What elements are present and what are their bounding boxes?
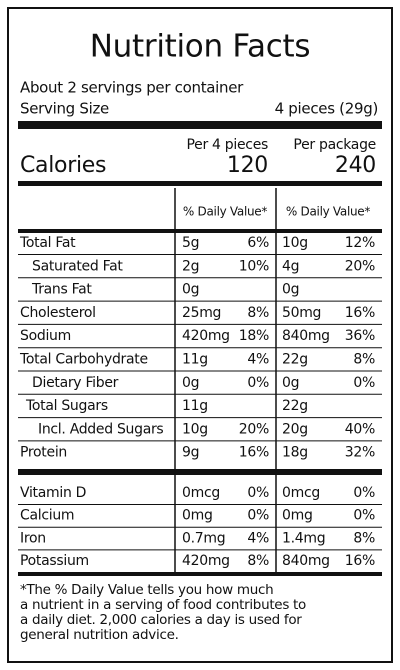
amount: 5g (182, 235, 199, 251)
footnote: *The % Daily Value tells you how much (20, 582, 273, 598)
daily-value: 20% (345, 258, 375, 274)
amount: 0g (182, 282, 199, 298)
nutrient-name: Cholesterol (20, 305, 96, 321)
daily-value: 16% (239, 445, 269, 461)
daily-value: 0% (353, 375, 375, 391)
rule (18, 121, 382, 129)
calories-value: 120 (227, 153, 268, 178)
daily-value: 8% (247, 305, 269, 321)
amount: 11g (182, 352, 208, 368)
column-header: Per package (293, 137, 376, 153)
daily-value: 18% (239, 328, 269, 344)
nutrient-name: Protein (20, 445, 67, 461)
calories-label: Calories (20, 153, 106, 178)
nutrient-name: Iron (20, 530, 46, 546)
amount: 22g (282, 352, 308, 368)
amount: 0g (182, 375, 199, 391)
daily-value: 8% (247, 553, 269, 569)
column-header: Per 4 pieces (186, 137, 268, 153)
amount: 0g (282, 375, 299, 391)
amount: 420mg (182, 328, 230, 344)
daily-value: 0% (247, 375, 269, 391)
footnote: general nutrition advice. (20, 627, 179, 643)
daily-value: 0% (247, 508, 269, 524)
calories-value: 240 (335, 153, 376, 178)
daily-value: 4% (247, 530, 269, 546)
nutrient-name: Calcium (20, 508, 74, 524)
nutrient-name: Potassium (20, 553, 89, 569)
amount: 22g (282, 398, 308, 414)
dv-header: % Daily Value* (183, 205, 267, 219)
amount: 4g (282, 258, 299, 274)
nutrient-name: Total Fat (19, 235, 76, 251)
border (7, 7, 393, 663)
amount: 0mcg (182, 485, 220, 501)
daily-value: 8% (353, 530, 375, 546)
nutrient-name: Total Sugars (25, 398, 108, 414)
amount: 0mg (182, 508, 213, 524)
amount: 0mg (282, 508, 313, 524)
daily-value: 40% (345, 421, 375, 437)
amount: 2g (182, 258, 199, 274)
serving-size-label: Serving Size (20, 100, 109, 118)
nutrient-name: Total Carbohydrate (19, 352, 148, 368)
nutrient-name: Vitamin D (20, 485, 86, 501)
amount: 50mg (282, 305, 321, 321)
nutrient-name: Dietary Fiber (32, 375, 119, 391)
amount: 0.7mg (182, 530, 225, 546)
daily-value: 0% (353, 508, 375, 524)
amount: 11g (182, 398, 208, 414)
amount: 0g (282, 282, 299, 298)
daily-value: 4% (247, 352, 269, 368)
daily-value: 16% (345, 553, 375, 569)
daily-value: 8% (353, 352, 375, 368)
daily-value: 0% (247, 485, 269, 501)
nutrient-name: Incl. Added Sugars (38, 421, 163, 437)
rule (18, 572, 382, 576)
daily-value: 0% (353, 485, 375, 501)
title: Nutrition Facts (90, 29, 310, 65)
amount: 420mg (182, 553, 230, 569)
servings: About 2 servings per container (20, 79, 244, 97)
daily-value: 32% (345, 445, 375, 461)
serving-size-value: 4 pieces (29g) (275, 100, 378, 118)
daily-value: 6% (247, 235, 269, 251)
footnote: a nutrient in a serving of food contribu… (20, 597, 306, 613)
amount: 1.4mg (282, 530, 325, 546)
amount: 20g (282, 421, 308, 437)
daily-value: 16% (345, 305, 375, 321)
daily-value: 20% (239, 421, 269, 437)
amount: 18g (282, 445, 308, 461)
nutrient-name: Saturated Fat (32, 258, 123, 274)
amount: 840mg (282, 553, 330, 569)
dv-header: % Daily Value* (286, 205, 370, 219)
amount: 25mg (182, 305, 221, 321)
amount: 9g (182, 445, 199, 461)
amount: 10g (182, 421, 208, 437)
footnote: a daily diet. 2,000 calories a day is us… (20, 612, 302, 628)
nutrient-name: Sodium (20, 328, 71, 344)
rule (18, 229, 382, 233)
amount: 10g (282, 235, 308, 251)
amount: 0mcg (282, 485, 320, 501)
rule (18, 469, 382, 475)
daily-value: 10% (239, 258, 269, 274)
daily-value: 36% (345, 328, 375, 344)
daily-value: 12% (345, 235, 375, 251)
nutrient-name: Trans Fat (31, 282, 92, 298)
rule (18, 181, 382, 186)
amount: 840mg (282, 328, 330, 344)
